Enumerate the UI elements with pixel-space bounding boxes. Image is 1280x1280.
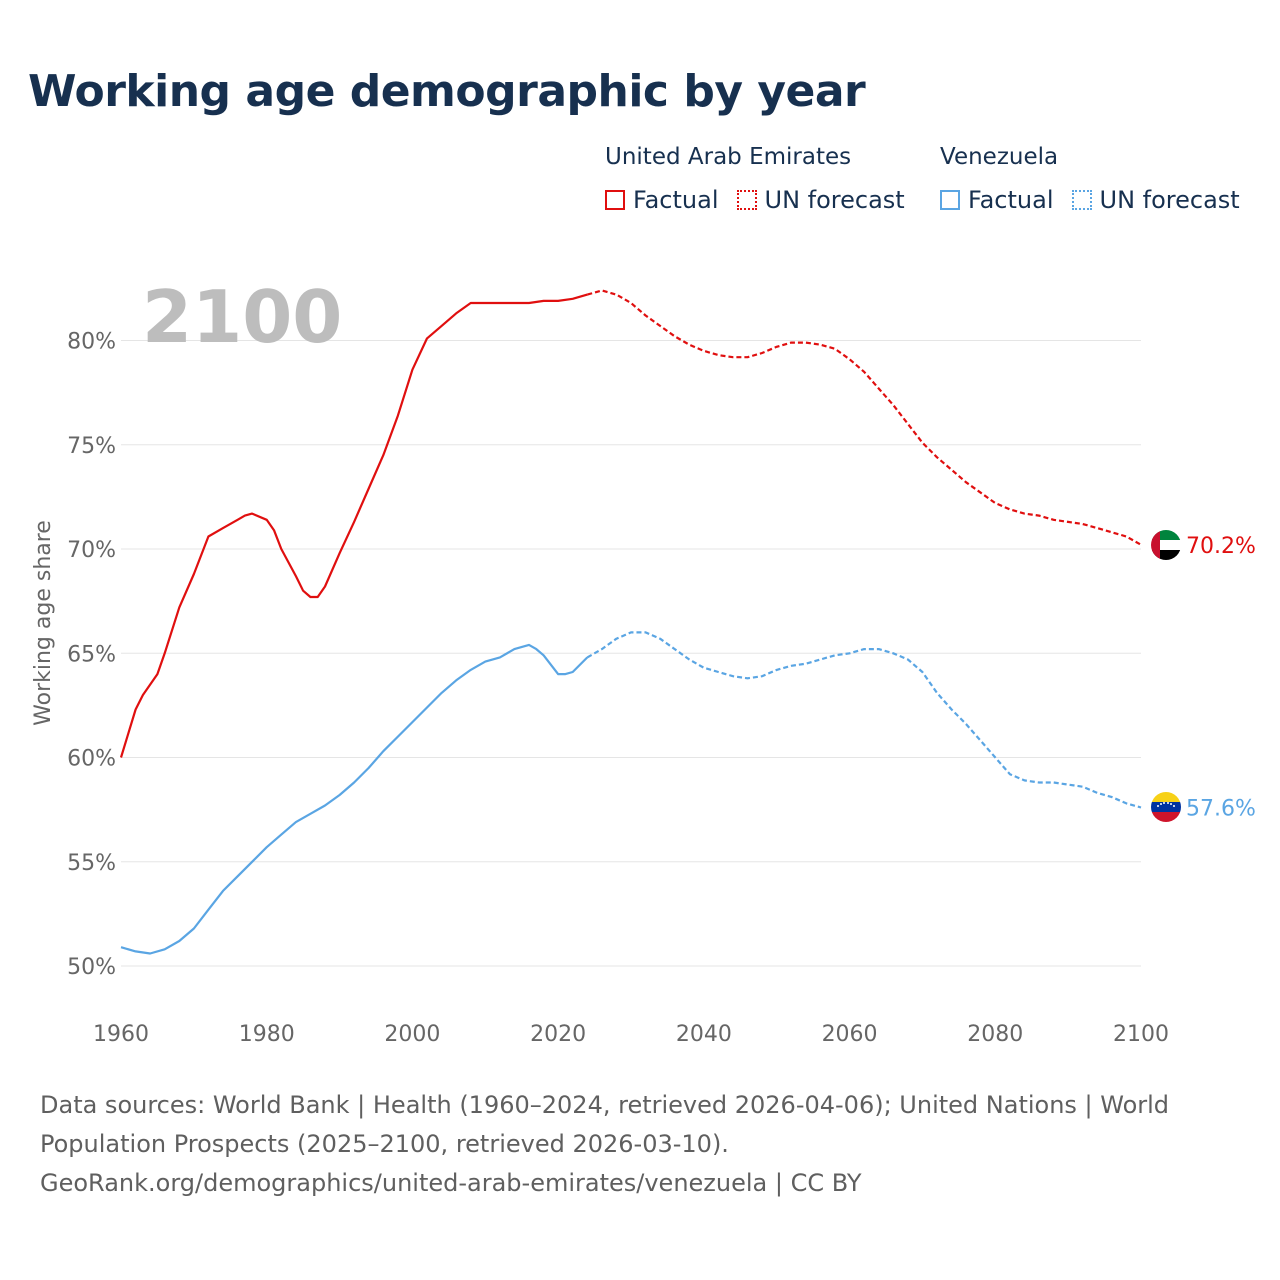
y-tick-label: 65%: [67, 642, 116, 667]
series-line-uae-factual: [119, 293, 588, 758]
y-tick-label: 50%: [67, 955, 116, 980]
footer-line-1: Data sources: World Bank | Health (1960–…: [40, 1091, 1170, 1119]
legend-swatch-uae-factual: [605, 190, 625, 210]
end-value-label-venezuela: 57.6%: [1186, 797, 1256, 822]
x-tick-label: 2020: [530, 1022, 586, 1047]
x-tick-label: 2100: [1113, 1022, 1169, 1047]
legend-country-venezuela: Venezuela: [940, 144, 1059, 170]
end-value-label-uae: 70.2%: [1186, 534, 1256, 559]
y-tick-label: 55%: [67, 851, 116, 876]
flag-uae-marker: [1151, 530, 1181, 560]
data-sources-footer: Data sources: World Bank | Health (1960–…: [40, 1086, 1240, 1203]
legend-label-uae-forecast: UN forecast: [764, 186, 905, 214]
y-tick-label: 75%: [67, 434, 116, 459]
footer-line-2: Population Prospects (2025–2100, retriev…: [40, 1130, 729, 1158]
legend-swatch-venezuela-factual: [940, 190, 960, 210]
series-line-uae-forecast: [587, 289, 1142, 546]
series-line-venezuela-factual: [120, 643, 589, 955]
footer-line-3: GeoRank.org/demographics/united-arab-emi…: [40, 1169, 862, 1197]
series-line-venezuela-forecast: [586, 631, 1142, 809]
x-tick-label: 1980: [239, 1022, 295, 1047]
x-tick-label: 2040: [676, 1022, 732, 1047]
legend-country-uae: United Arab Emirates: [605, 144, 852, 170]
x-tick-label: 2080: [967, 1022, 1023, 1047]
legend-label-venezuela-factual: Factual: [968, 186, 1054, 214]
line-chart: 50% 55% 60% 65% 70% 75% 80% 1960 1980 2000 2020 20…: [31, 275, 1256, 1047]
y-tick-label: 60%: [67, 747, 116, 772]
flag-venezuela-marker: [1151, 792, 1181, 822]
y-axis-label: Working age share: [31, 520, 56, 726]
x-tick-label: 2000: [384, 1022, 440, 1047]
legend-group-uae: United Arab Emirates Factual UN forecast: [605, 144, 905, 214]
x-tick-label: 2060: [822, 1022, 878, 1047]
chart-title: Working age demographic by year: [28, 66, 866, 117]
legend-swatch-uae-forecast: [736, 190, 757, 210]
legend-label-venezuela-forecast: UN forecast: [1099, 186, 1240, 214]
y-tick-label: 70%: [67, 538, 116, 563]
legend-label-uae-factual: Factual: [633, 186, 719, 214]
legend-swatch-venezuela-forecast: [1071, 190, 1092, 210]
year-watermark: 2100: [142, 275, 342, 359]
x-tick-label: 1960: [93, 1022, 149, 1047]
legend-group-venezuela: Venezuela Factual UN forecast: [940, 144, 1240, 214]
y-tick-label: 80%: [67, 330, 116, 355]
